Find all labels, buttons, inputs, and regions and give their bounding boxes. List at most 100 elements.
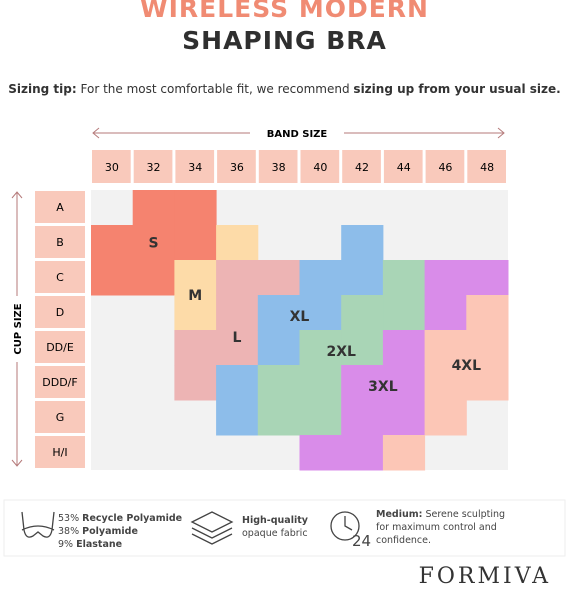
size-cell [466, 330, 509, 366]
band-label: 48 [480, 161, 494, 174]
band-label: 46 [438, 161, 452, 174]
cup-cell [35, 296, 85, 328]
size-cell [174, 365, 217, 401]
size-cell [382, 330, 426, 366]
size-cell [341, 225, 384, 261]
size-cell [216, 225, 259, 261]
band-label: 44 [397, 161, 411, 174]
size-cell [216, 330, 259, 366]
band-cell [383, 150, 423, 183]
t: High-quality [242, 515, 308, 526]
size-cell [341, 260, 384, 296]
bra-icon [21, 511, 55, 538]
cup-cell [35, 436, 85, 468]
size-cell [424, 400, 467, 436]
fabric-icon [190, 511, 234, 545]
t: Medium: [376, 509, 423, 520]
size-label: L [232, 330, 241, 346]
size-cell [216, 260, 259, 296]
size-cell [424, 330, 467, 366]
title-1: WIRELESS MODERN [140, 0, 429, 23]
size-cell [299, 400, 342, 436]
size-cell [174, 225, 217, 261]
size-label: XL [290, 309, 310, 325]
feature-control: Medium: Serene sculpting for maximum con… [376, 508, 516, 547]
size-cell [341, 400, 384, 436]
size-cell [382, 365, 426, 401]
size-label: M [188, 288, 202, 304]
band-cell [217, 150, 256, 183]
cup-cell [35, 366, 85, 398]
cup-cell [35, 331, 85, 363]
tip-text: For the most comfortable fit, we recomme… [80, 82, 350, 96]
size-cell [466, 295, 509, 331]
clock-hand [344, 516, 353, 531]
size-cell [132, 225, 175, 261]
size-cell [341, 330, 384, 366]
band-label: 40 [313, 161, 327, 174]
cup-label: A [56, 201, 64, 214]
t: 9% [58, 539, 77, 550]
t: Elastane [76, 539, 123, 550]
size-label: 4XL [452, 358, 482, 374]
band-label: 30 [105, 161, 119, 174]
sizing-tip: Sizing tip: For the most comfortable fit… [0, 82, 569, 96]
size-cell [91, 260, 134, 296]
size-cell [299, 365, 342, 401]
cup-label: H/I [52, 446, 67, 459]
title-2: SHAPING BRA [182, 26, 387, 55]
band-label: 42 [355, 161, 369, 174]
size-cell [466, 365, 509, 401]
brand: FORMIVA [418, 564, 551, 589]
tip-label: Sizing tip: [8, 82, 77, 96]
band-cell [342, 150, 381, 183]
size-cell [382, 295, 426, 331]
band-axis-label: BAND SIZE [267, 129, 328, 140]
tip-emphasis: sizing up from your usual size. [353, 82, 561, 96]
icon-24: 24 [352, 532, 371, 550]
size-cell [341, 365, 384, 401]
cup-label: DD/E [46, 341, 74, 354]
band-cell [133, 150, 173, 183]
band-cell [300, 150, 340, 183]
size-cell [299, 260, 342, 296]
cup-cell [35, 261, 85, 293]
feature-fabric: 53% Recycle Polyamide 38% Polyamide 9% Ela… [58, 512, 182, 551]
size-cell [299, 330, 342, 366]
size-label: 3XL [368, 379, 398, 395]
size-cell [341, 295, 384, 331]
size-cell [424, 295, 467, 331]
size-cell [424, 365, 467, 401]
t: Recycle Polyamide [82, 513, 183, 524]
band-cell [92, 150, 131, 183]
size-cell [257, 295, 300, 331]
band-cell [258, 150, 298, 183]
clock-icon [330, 511, 360, 541]
size-cell [382, 400, 426, 436]
band-label: 36 [230, 161, 244, 174]
cup-label: DDD/F [42, 376, 77, 389]
band-label: 38 [272, 161, 286, 174]
size-cell [174, 295, 217, 331]
cup-label: C [56, 271, 64, 284]
arrow-head [11, 191, 23, 467]
arrow-head [92, 127, 505, 139]
size-cell [299, 435, 342, 471]
band-cell [175, 150, 215, 183]
size-cell [216, 400, 259, 436]
size-cell [341, 435, 384, 471]
size-cell [174, 330, 217, 366]
feature-quality: High-quality opaque fabric [242, 514, 322, 540]
size-chart: BAND SIZE CUP SIZE 30 32 34 36 38 40 42 44 46 48 A… [11, 127, 509, 471]
size-cell [91, 225, 134, 261]
band-label: 32 [147, 161, 161, 174]
t: 53% [58, 513, 83, 524]
size-cell [216, 295, 259, 331]
size-cell [382, 435, 426, 471]
size-cell [424, 260, 467, 296]
t: Polyamide [82, 526, 138, 537]
cup-label: G [56, 411, 65, 424]
size-cell [174, 190, 217, 226]
size-cell [216, 365, 259, 401]
